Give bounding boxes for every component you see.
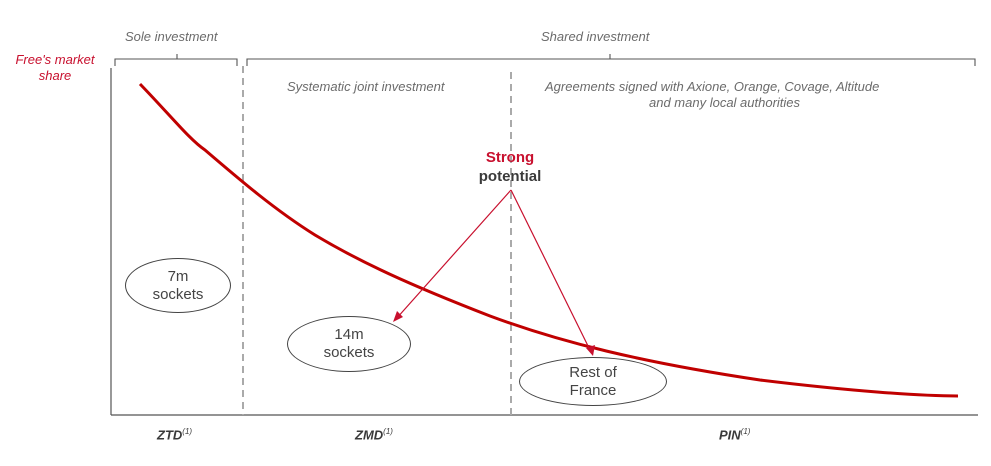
agreements-label-line1: Agreements signed with Axione, Orange, C…	[545, 79, 880, 94]
shared-investment-label: Shared investment	[541, 29, 650, 44]
oval-zmd-line2: sockets	[323, 344, 375, 361]
arrow-to-pin	[510, 189, 592, 353]
oval-zmd-line1: 14m	[334, 326, 364, 343]
oval-zmd-sockets: 14m sockets	[287, 316, 411, 372]
shared-investment-bracket	[246, 54, 976, 66]
oval-ztd-sockets: 7m sockets	[125, 258, 231, 313]
zone-label-zmd: ZMD(1)	[355, 427, 393, 442]
zone-label-ztd: ZTD(1)	[157, 427, 192, 442]
potential-line2: potential	[478, 168, 542, 185]
oval-pin-line1: Rest of	[569, 363, 617, 381]
zone-ztd-text: ZTD	[157, 427, 183, 443]
agreements-label-line2: and many local authorities	[649, 95, 801, 110]
systematic-joint-label: Systematic joint investment	[287, 79, 445, 94]
zone-pin-note: (1)	[740, 427, 751, 436]
oval-pin-line2: France	[569, 381, 617, 399]
arrowhead-pin	[586, 345, 595, 356]
oval-rest-of-france: Rest of France	[519, 357, 667, 406]
y-axis-label: Free's market share	[15, 52, 95, 83]
oval-ztd-line1: 7m	[167, 267, 189, 285]
potential-line1: Strong	[485, 149, 535, 166]
sole-investment-bracket	[114, 54, 238, 66]
sole-investment-label: Sole investment	[125, 29, 218, 44]
zone-label-pin: PIN(1)	[719, 427, 750, 442]
strong-potential-callout: Strong potential	[460, 148, 560, 186]
zone-ztd-note: (1)	[182, 427, 193, 436]
oval-ztd-line2: sockets	[152, 285, 204, 303]
market-share-curve	[138, 82, 959, 398]
arrowhead-zmd	[393, 311, 403, 322]
zone-pin-text: PIN	[719, 427, 741, 443]
zone-zmd-note: (1)	[383, 427, 393, 436]
zone-zmd-text: ZMD	[355, 427, 384, 443]
arrow-to-zmd	[395, 189, 512, 320]
